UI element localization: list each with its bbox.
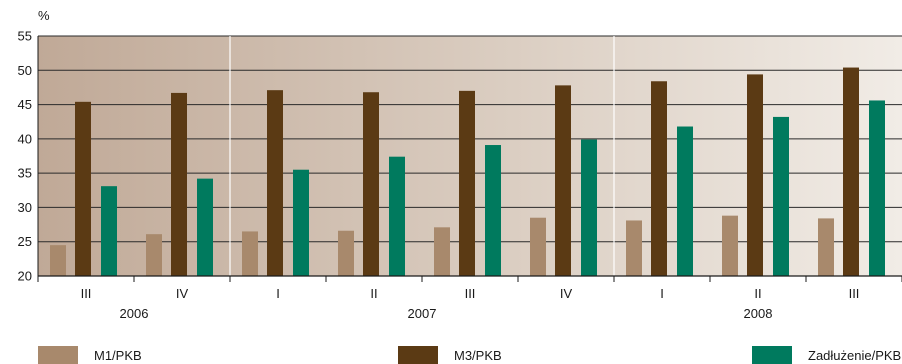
x-tick-6: I bbox=[660, 286, 664, 301]
x-tick-3: II bbox=[370, 286, 377, 301]
bar-M3/PKB-0 bbox=[75, 101, 91, 276]
legend: M1/PKB M3/PKB Zadłużenie/PKB bbox=[38, 346, 901, 364]
axes bbox=[37, 36, 902, 282]
bar-M3/PKB-7 bbox=[747, 74, 763, 277]
bar-M3/PKB-4 bbox=[459, 90, 475, 276]
bar-Zadłużenie/PKB-8 bbox=[869, 100, 885, 276]
legend-label-1: M3/PKB bbox=[454, 348, 502, 363]
y-tick-30: 30 bbox=[18, 200, 32, 215]
y-tick-35: 35 bbox=[18, 166, 32, 181]
y-tick-50: 50 bbox=[18, 63, 32, 78]
bar-Zadłużenie/PKB-7 bbox=[773, 116, 789, 277]
y-axis-label: % bbox=[38, 8, 50, 23]
bar-Zadłużenie/PKB-4 bbox=[485, 145, 501, 276]
x-tick-4: III bbox=[465, 286, 476, 301]
year-label-2008: 2008 bbox=[744, 306, 773, 321]
bar-Zadłużenie/PKB-0 bbox=[101, 186, 117, 276]
bar-Zadłużenie/PKB-2 bbox=[293, 169, 309, 276]
bar-M3/PKB-5 bbox=[555, 85, 571, 276]
bars bbox=[50, 67, 885, 277]
bar-M3/PKB-2 bbox=[267, 90, 283, 277]
y-tick-40: 40 bbox=[18, 131, 32, 146]
bar-M3/PKB-1 bbox=[171, 92, 187, 277]
y-tick-45: 45 bbox=[18, 97, 32, 112]
legend-swatch-0 bbox=[38, 346, 78, 364]
year-label-2006: 2006 bbox=[120, 306, 149, 321]
bar-M1/PKB-8 bbox=[818, 218, 834, 276]
legend-swatch-1 bbox=[398, 346, 438, 364]
legend-label-2: Zadłużenie/PKB bbox=[808, 348, 901, 363]
x-tick-2: I bbox=[276, 286, 280, 301]
year-labels: 2006 2007 2008 bbox=[120, 306, 773, 321]
y-tick-25: 25 bbox=[18, 234, 32, 249]
x-tick-8: III bbox=[849, 286, 860, 301]
y-tick-labels: 20 25 30 35 40 45 50 55 bbox=[18, 29, 32, 284]
bar-M1/PKB-0 bbox=[50, 245, 66, 276]
year-label-2007: 2007 bbox=[408, 306, 437, 321]
bar-Zadłużenie/PKB-3 bbox=[389, 156, 405, 276]
bar-M1/PKB-3 bbox=[338, 230, 354, 276]
x-tick-7: II bbox=[754, 286, 761, 301]
bar-M3/PKB-8 bbox=[843, 67, 859, 277]
x-tick-5: IV bbox=[560, 286, 573, 301]
x-tick-labels: III IV I II III IV I II III bbox=[81, 286, 860, 301]
bar-M1/PKB-7 bbox=[722, 215, 738, 276]
bar-Zadłużenie/PKB-5 bbox=[581, 139, 597, 276]
bar-M1/PKB-1 bbox=[146, 234, 162, 276]
x-tick-1: IV bbox=[176, 286, 189, 301]
bar-Zadłużenie/PKB-1 bbox=[197, 178, 213, 276]
x-tick-0: III bbox=[81, 286, 92, 301]
bar-M1/PKB-4 bbox=[434, 227, 450, 276]
year-separators bbox=[229, 36, 615, 276]
bar-M3/PKB-3 bbox=[363, 92, 379, 276]
bar-M1/PKB-6 bbox=[626, 220, 642, 276]
bar-M3/PKB-6 bbox=[651, 81, 667, 276]
y-tick-55: 55 bbox=[18, 29, 32, 44]
bar-Zadłużenie/PKB-6 bbox=[677, 126, 693, 276]
bar-M1/PKB-5 bbox=[530, 217, 546, 276]
bar-M1/PKB-2 bbox=[242, 231, 258, 276]
legend-swatch-2 bbox=[752, 346, 792, 364]
legend-label-0: M1/PKB bbox=[94, 348, 142, 363]
y-tick-20: 20 bbox=[18, 269, 32, 284]
